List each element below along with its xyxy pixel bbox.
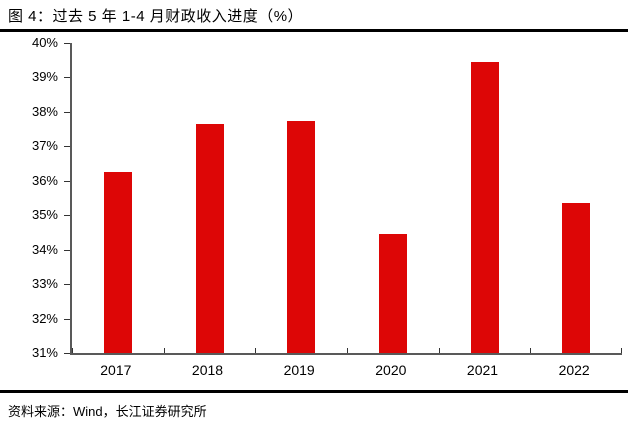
bar-chart-plot-area <box>70 43 622 355</box>
chart-title: 图 4：过去 5 年 1-4 月财政收入进度（%） <box>8 8 304 25</box>
bar-2021 <box>470 61 499 353</box>
bar-2018 <box>195 123 224 353</box>
y-axis-tick <box>64 318 70 320</box>
x-axis-label-2020: 2020 <box>375 362 407 378</box>
x-axis-label-2019: 2019 <box>283 362 315 378</box>
x-axis-tick <box>438 348 440 353</box>
bar-2022 <box>562 203 591 353</box>
x-axis-tick <box>347 348 348 353</box>
y-axis-tick <box>64 284 70 286</box>
x-axis-tick <box>621 348 622 353</box>
bar-2020 <box>378 234 407 353</box>
y-axis-label-34: 34% <box>31 241 58 257</box>
y-axis-label-38: 38% <box>31 103 58 119</box>
y-axis-label-40: 40% <box>31 35 58 50</box>
y-axis-label-32: 32% <box>31 310 58 326</box>
y-axis-label-37: 37% <box>31 138 58 154</box>
x-axis-tick <box>163 348 165 353</box>
y-axis-tick <box>64 43 70 44</box>
y-axis-label-33: 33% <box>31 276 58 292</box>
x-axis-label-2022: 2022 <box>558 362 590 378</box>
x-axis-tick <box>530 348 532 353</box>
x-axis-tick <box>255 348 257 353</box>
footer-rule <box>0 390 628 393</box>
y-axis-tick <box>64 146 70 148</box>
y-axis-tick <box>64 353 70 354</box>
x-axis-label-2018: 2018 <box>191 362 224 378</box>
y-axis-tick <box>64 111 70 113</box>
y-axis-tick <box>64 77 70 79</box>
x-axis-label-2021: 2021 <box>466 362 499 378</box>
x-axis-tick <box>72 348 73 353</box>
bar-2017 <box>103 172 132 353</box>
y-axis-tick <box>64 249 70 251</box>
x-axis-label-2017: 2017 <box>100 362 132 378</box>
y-axis-tick <box>64 215 70 217</box>
y-axis-label-31: 31% <box>31 345 58 360</box>
source-attribution: 资料来源：Wind，长江证券研究所 <box>8 404 207 419</box>
y-axis-tick <box>64 180 70 182</box>
figure-header: 图 4：过去 5 年 1-4 月财政收入进度（%） <box>0 0 628 32</box>
y-axis-label-35: 35% <box>31 207 58 223</box>
bar-2019 <box>287 120 316 353</box>
y-axis-label-39: 39% <box>31 69 58 85</box>
y-axis-label-36: 36% <box>31 172 58 188</box>
